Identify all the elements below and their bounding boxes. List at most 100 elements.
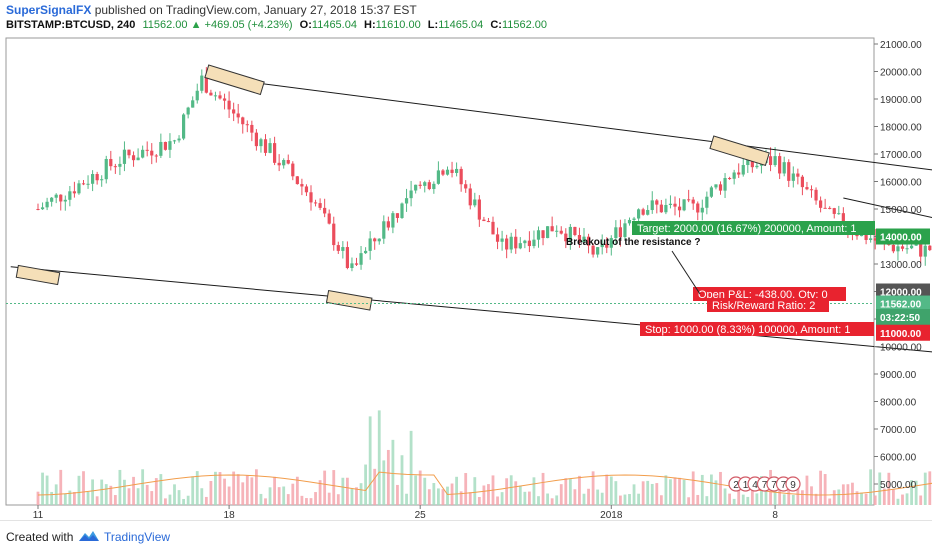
volume-bar (218, 472, 222, 505)
tradingview-logo-icon[interactable] (78, 529, 100, 543)
volume-bar (68, 490, 72, 505)
candle-body (919, 242, 923, 257)
candle-body (900, 246, 905, 249)
candle-body (732, 172, 736, 179)
volume-bar (887, 472, 891, 505)
volume-bar (582, 493, 586, 505)
candle-body (222, 98, 227, 101)
tradingview-link[interactable]: TradingView (104, 530, 171, 544)
volume-bar (377, 410, 381, 505)
price-change: +469.05 (+4.23%) (204, 19, 293, 31)
candle-body (546, 226, 550, 239)
volume-bar (532, 477, 536, 505)
candlesticks (36, 67, 932, 272)
volume-bar (746, 496, 750, 505)
price-chart[interactable]: Target: 2000.00 (16.67%) 200000, Amount:… (0, 0, 932, 520)
volume-bar (878, 472, 882, 505)
volume-bar (232, 471, 236, 505)
volume-bar (291, 483, 295, 505)
candle-body (741, 165, 745, 175)
volume-bar (546, 493, 549, 505)
volume-bar (245, 475, 249, 505)
price-tick-label: 16000.00 (880, 178, 922, 189)
volume-bar (336, 494, 340, 505)
event-marker-label: 7 (771, 480, 777, 491)
close-label: C: (490, 19, 502, 31)
candle-body (91, 174, 95, 184)
last-price-tag-bg (876, 295, 930, 312)
candle-body (277, 162, 281, 166)
candle-body (204, 75, 208, 93)
volume-bar (182, 498, 185, 505)
volume-bar (159, 474, 163, 505)
candle-body (59, 194, 63, 202)
pnl-label-bg (693, 287, 846, 301)
candle-body (81, 183, 86, 185)
volume-bar (609, 476, 613, 505)
volume-bar (295, 476, 299, 505)
volume-bar (650, 483, 654, 505)
volume-bar (719, 471, 722, 505)
volume-bar (173, 484, 176, 505)
candle-body (800, 176, 804, 188)
author-link[interactable]: SuperSignalFX (6, 3, 92, 17)
volume-bar (814, 493, 818, 505)
candle-body (832, 208, 836, 214)
up-arrow-icon: ▲ (190, 19, 202, 31)
volume-bar (350, 488, 354, 505)
volume-bar (241, 482, 245, 505)
volume-bar (277, 487, 281, 505)
candle-body (514, 236, 518, 249)
volume-bar (332, 470, 336, 505)
candle-body (404, 198, 409, 204)
volume-bar (236, 474, 240, 505)
volume-bar (596, 489, 600, 505)
volume-bar (396, 484, 399, 505)
candle-body (259, 139, 263, 147)
candle-body (591, 245, 595, 255)
event-marker[interactable] (785, 476, 801, 492)
price-tick-label: 20000.00 (880, 68, 922, 79)
volume-bar (755, 493, 759, 505)
target-label-bg (632, 221, 875, 235)
candle-body (586, 236, 591, 246)
symbol-label[interactable]: BITSTAMP:BTCUSD, 240 (6, 19, 136, 31)
countdown-tag-bg (876, 309, 930, 326)
candle-body (541, 230, 545, 239)
level-12000-tag-bg (876, 283, 930, 300)
volume-bar (423, 477, 427, 505)
volume-bar (705, 496, 709, 505)
candle-body (323, 207, 327, 214)
candle-body (36, 209, 40, 210)
volume-bar (446, 486, 449, 505)
candle-body (555, 230, 559, 232)
open-label: O: (299, 19, 312, 31)
level-12000-tag: 12000.00 (880, 288, 922, 299)
candle-body (40, 207, 45, 210)
volume-bar (91, 479, 94, 505)
candle-body (605, 243, 609, 248)
candle-body (282, 160, 286, 166)
candle-body (509, 236, 513, 250)
candle-body (814, 189, 818, 201)
volume-bar (623, 494, 627, 505)
stop-price-tag-bg (876, 324, 930, 341)
candle-body (250, 124, 254, 133)
volume-bar (855, 491, 859, 505)
candle-body (873, 238, 877, 241)
volume-bar (282, 486, 286, 505)
candle-body (200, 75, 204, 91)
countdown-tag: 03:22:50 (880, 313, 920, 324)
candle-body (100, 179, 104, 181)
candle-body (209, 92, 213, 96)
candle-body (568, 226, 572, 242)
volume-bar (682, 479, 686, 505)
volume-bar (409, 430, 413, 505)
candle-body (154, 155, 158, 157)
close-value: 11562.00 (501, 19, 548, 31)
candle-body (650, 200, 654, 211)
volume-bar (873, 495, 877, 505)
volume-bar (823, 474, 827, 505)
volume-bar (678, 477, 681, 505)
touch-box-left (15, 264, 61, 286)
